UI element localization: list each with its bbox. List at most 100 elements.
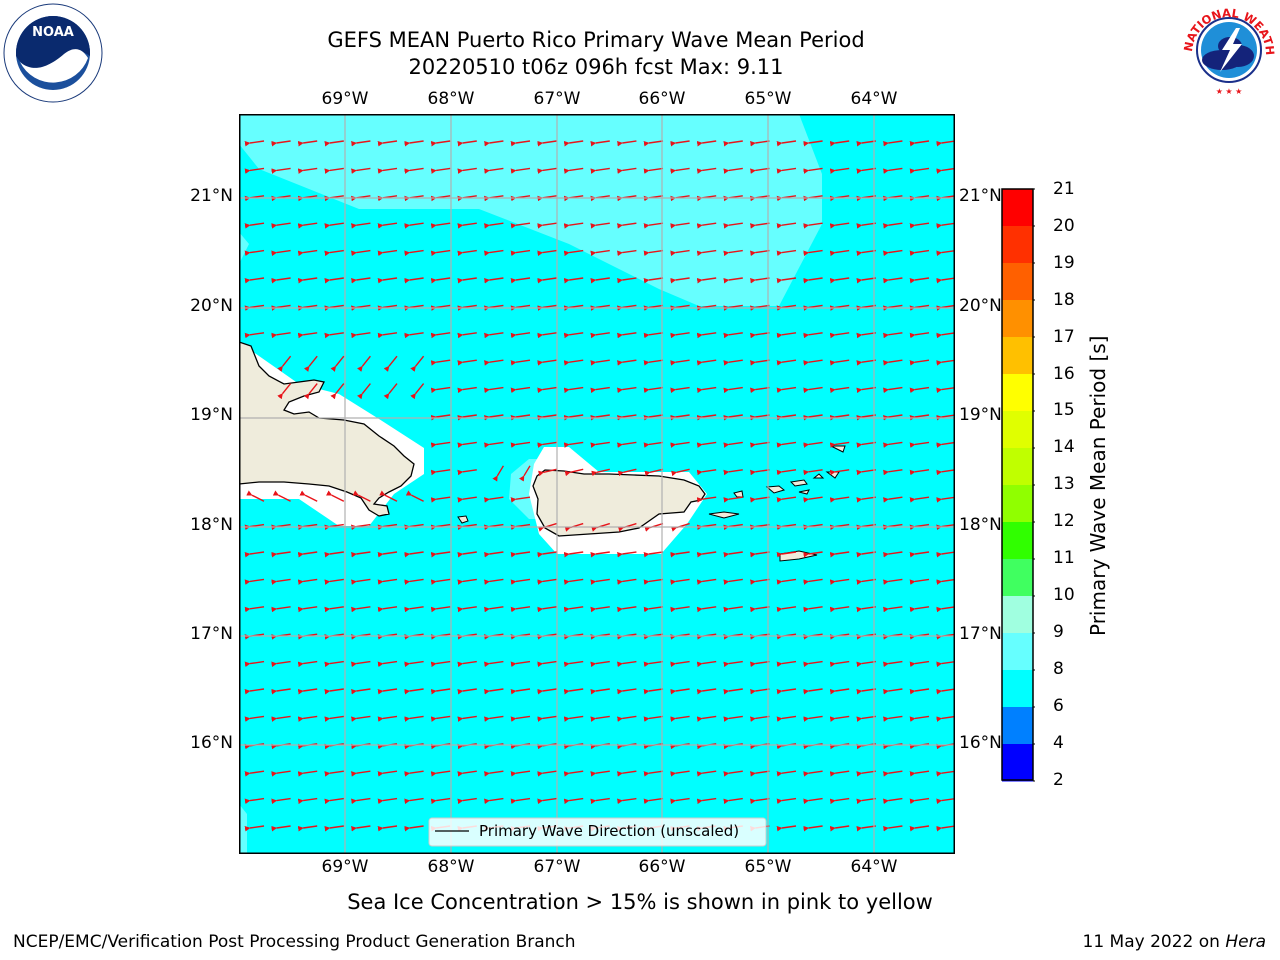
lon-label-bottom: 69°W: [321, 857, 369, 877]
wave-arrow: [750, 688, 770, 695]
wave-arrow: [803, 688, 823, 695]
chart-title: GEFS MEAN Puerto Rico Primary Wave Mean …: [327, 28, 865, 52]
wave-arrow: [936, 441, 955, 448]
wave-arrow: [617, 688, 637, 695]
wave-arrow: [357, 355, 371, 372]
wave-arrow: [590, 222, 610, 229]
wave-arrow: [510, 249, 531, 257]
colorbar-cell: [1002, 744, 1033, 782]
wave-arrow: [590, 359, 610, 366]
wave-arrow: [750, 551, 770, 558]
wave-arrow: [590, 606, 610, 613]
wave-arrow: [750, 414, 770, 421]
wave-arrow: [271, 167, 291, 174]
wave-arrow: [909, 222, 930, 229]
wave-arrow: [909, 249, 930, 257]
wave-arrow: [723, 304, 743, 311]
wave-arrow: [643, 606, 664, 613]
wave-arrow: [723, 688, 743, 695]
wave-arrow: [457, 797, 477, 805]
wave-arrow: [590, 715, 610, 722]
wave-arrow: [776, 249, 797, 257]
wave-arrow: [357, 383, 371, 400]
wave-arrow: [643, 660, 664, 668]
colorbar-cell: [1002, 189, 1033, 227]
wave-arrow: [563, 359, 584, 366]
wave-arrow: [246, 490, 265, 502]
wave-arrow: [430, 551, 451, 558]
wave-arrow: [936, 715, 955, 722]
wave-arrow: [909, 825, 930, 832]
wave-arrow: [297, 688, 318, 695]
wave-arrow: [776, 770, 797, 777]
wave-arrow: [510, 277, 531, 284]
wave-arrow: [404, 578, 424, 585]
wave-arrow: [617, 386, 637, 394]
colorbar-cell: [1002, 411, 1033, 449]
wave-arrow: [510, 606, 531, 613]
wave-arrow: [936, 277, 955, 284]
wave-arrow: [643, 386, 664, 394]
wave-arrow: [563, 606, 584, 613]
wave-arrow: [936, 469, 955, 476]
wave-arrow: [430, 441, 451, 448]
wave-arrow: [670, 249, 690, 257]
wave-arrow: [404, 304, 424, 311]
wave-arrow: [696, 359, 717, 366]
wave-arrow: [803, 441, 823, 448]
wave-arrow: [803, 578, 823, 585]
wave-arrow: [723, 414, 743, 421]
wave-arrow: [351, 249, 371, 257]
wave-arrow: [776, 523, 797, 531]
wave-arrow: [750, 304, 770, 311]
wave-arrow: [377, 167, 398, 174]
wave-arrow: [670, 715, 690, 722]
wave-arrow: [430, 523, 451, 531]
wave-arrow: [510, 578, 531, 585]
wave-arrow: [510, 660, 531, 668]
wave-arrow: [750, 140, 770, 147]
wave-arrow: [297, 332, 318, 339]
wave-arrow: [670, 332, 690, 339]
colorbar-tick: 13: [1053, 474, 1075, 494]
wave-arrow: [457, 441, 477, 448]
wave-arrow: [617, 606, 637, 613]
wave-arrow: [936, 222, 955, 229]
wave-arrow: [271, 304, 291, 311]
wave-arrow: [324, 523, 344, 531]
wave-arrow: [537, 386, 557, 394]
wave-arrow: [563, 304, 584, 311]
wave-arrow: [936, 304, 955, 311]
wave-arrow: [457, 660, 477, 668]
lon-label-top: 68°W: [427, 89, 475, 109]
wave-arrow: [670, 359, 690, 366]
wave-arrow: [590, 304, 610, 311]
wave-arrow: [351, 606, 371, 613]
wave-arrow: [909, 606, 930, 613]
wave-arrow: [430, 359, 451, 366]
wave-arrow: [537, 332, 557, 339]
wave-arrow: [723, 359, 743, 366]
wave-arrow: [244, 660, 265, 668]
wave-arrow: [244, 523, 265, 531]
wave-arrow: [829, 797, 850, 805]
wave-arrow: [537, 414, 557, 421]
wave-arrow: [883, 578, 903, 585]
footer-date-text: 11 May 2022 on: [1082, 932, 1226, 952]
wave-arrow: [829, 496, 850, 503]
wave-arrow: [803, 359, 823, 366]
wave-arrow: [776, 140, 797, 147]
wave-arrow: [457, 606, 477, 613]
wave-arrow: [670, 770, 690, 777]
wave-arrow: [909, 469, 930, 476]
wave-arrow: [377, 688, 398, 695]
wave-arrow: [696, 167, 717, 174]
wave-arrow: [537, 304, 557, 311]
wave-arrow: [696, 523, 717, 531]
wave-arrow: [909, 523, 930, 531]
wave-arrow: [803, 825, 823, 832]
wave-arrow: [670, 551, 690, 558]
wave-arrow: [537, 441, 557, 448]
wave-arrow: [803, 551, 823, 558]
wave-arrow: [297, 578, 318, 585]
